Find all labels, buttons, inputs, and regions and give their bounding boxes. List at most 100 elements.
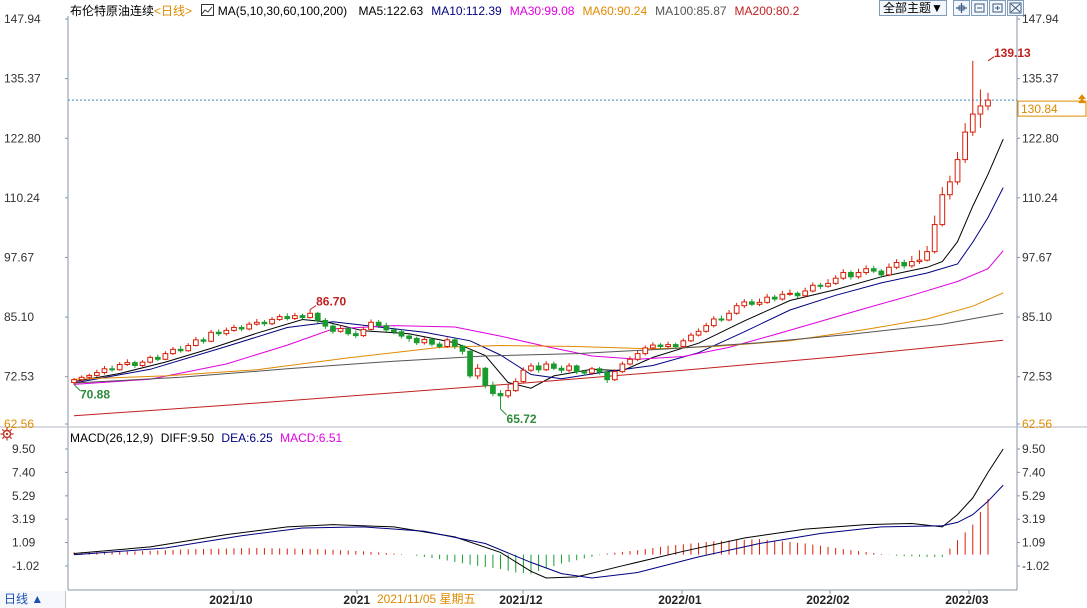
candle-body [787, 292, 793, 295]
candle-body [863, 268, 869, 273]
y-tick-label-right: 72.53 [1022, 370, 1052, 384]
macd-title-bar: MACD(26,12,9) DIFF:9.50 DEA:6.25 MACD:6.… [70, 431, 342, 445]
macd-line-dea [73, 484, 1004, 579]
annotation-pointer [73, 384, 81, 391]
candle-body [451, 339, 458, 347]
candle-body [947, 181, 953, 196]
candle-body [474, 367, 481, 377]
candle-body [352, 333, 359, 337]
candle-body [771, 296, 778, 300]
candle-body [467, 350, 473, 377]
expand-icon[interactable] [1007, 0, 1024, 16]
candle-body [870, 268, 877, 272]
candle-body [253, 321, 260, 325]
candle-body [901, 262, 908, 267]
x-tick-label: 2022/01 [658, 593, 702, 607]
y-tick-label-right: 122.80 [1022, 131, 1059, 145]
ma-legend-item: MA100:85.87 [655, 4, 727, 18]
candle-body [78, 376, 85, 381]
ma-legend-item: MA30:99.08 [509, 4, 575, 18]
zoom-in-icon[interactable] [989, 0, 1006, 16]
ma-params: MA(5,10,30,60,100,200) [217, 4, 348, 18]
candle-body [543, 363, 550, 371]
macd-diff: DIFF:9.50 [160, 431, 215, 445]
candle-body [177, 348, 184, 352]
candle-body [170, 348, 176, 355]
candle-body [733, 305, 740, 314]
x-tick-label: 2022/02 [806, 593, 850, 607]
candle-body [193, 339, 199, 347]
theme-menu-button[interactable]: 全部主题▼ [879, 0, 947, 16]
y-tick-label-left: 85.10 [4, 310, 34, 324]
candle-body [650, 344, 656, 349]
candle-body [459, 345, 466, 352]
candle-body [162, 353, 169, 360]
zoom-out-icon[interactable] [971, 0, 988, 16]
instrument-title: 布伦特原油连续 [70, 4, 155, 18]
candle-body [109, 368, 115, 371]
candle-body [954, 159, 961, 183]
candle-body [246, 323, 253, 330]
ma-legend-item: MA5:122.63 [358, 4, 424, 18]
candle-body [86, 374, 93, 378]
candle-body [360, 328, 367, 337]
candle-body [261, 321, 268, 325]
candle-body [878, 270, 885, 276]
candle-body [505, 390, 512, 397]
candle-body [749, 301, 755, 305]
annotation-low-label: 65.72 [507, 412, 537, 426]
candle-body [916, 259, 923, 263]
candle-body [132, 362, 138, 366]
candle-body [330, 325, 336, 332]
period-toggle-button[interactable]: 日线 ▲ [0, 591, 66, 608]
candle-body [924, 251, 930, 261]
candle-body [969, 113, 976, 133]
candle-body [611, 371, 618, 381]
candle-body [345, 327, 352, 335]
ma-icon[interactable] [201, 4, 215, 16]
candle-body [840, 271, 847, 279]
ma-legend: MA5:122.63 MA10:112.39 MA30:99.08 MA60:90.2… [351, 4, 800, 18]
candle-body [101, 368, 108, 374]
candle-body [436, 343, 443, 347]
candle-body [368, 321, 374, 330]
candle-body [665, 344, 671, 347]
chart-title-bar: 布伦特原油连续<日线> MA(5,10,30,60,100,200) MA5:1… [70, 2, 799, 19]
candle-body [657, 344, 664, 347]
macd-y-tick-label-left: 5.29 [12, 489, 36, 503]
candle-body [421, 338, 428, 344]
candle-body [482, 367, 489, 386]
candle-body [604, 371, 611, 381]
candle-body [292, 315, 298, 320]
annotation-high-label: 139.13 [994, 46, 1031, 60]
candle-body [512, 381, 519, 392]
settings-gear-icon[interactable] [0, 427, 14, 441]
candle-body [794, 292, 801, 297]
candle-body [276, 316, 283, 320]
candle-body [931, 224, 938, 253]
candle-body [535, 365, 542, 371]
macd-y-tick-label-left: 1.09 [12, 536, 36, 550]
candle-body [490, 384, 496, 394]
current-price-value: 130.84 [1021, 102, 1058, 116]
candle-body [672, 344, 679, 347]
candle-body [710, 318, 717, 327]
candle-body [550, 363, 557, 369]
y-tick-label-left: 135.37 [4, 72, 41, 86]
macd-y-tick-label-right: 1.09 [1022, 536, 1046, 550]
crosshair-icon[interactable] [953, 0, 970, 16]
candle-body [566, 365, 572, 371]
ma-legend-item: MA10:112.39 [431, 4, 502, 18]
candle-body [238, 327, 245, 330]
macd-y-tick-label-right: 3.19 [1022, 512, 1046, 526]
candle-body [779, 293, 786, 300]
macd-line-diff [73, 448, 1004, 579]
candle-body [825, 282, 831, 287]
macd-y-tick-label-left: -1.02 [12, 559, 40, 573]
candle-body [855, 271, 862, 278]
macd-value: MACD:6.51 [280, 431, 343, 445]
price-marker-icon [1078, 94, 1086, 104]
candle-body [215, 331, 222, 335]
candle-body [832, 277, 839, 284]
